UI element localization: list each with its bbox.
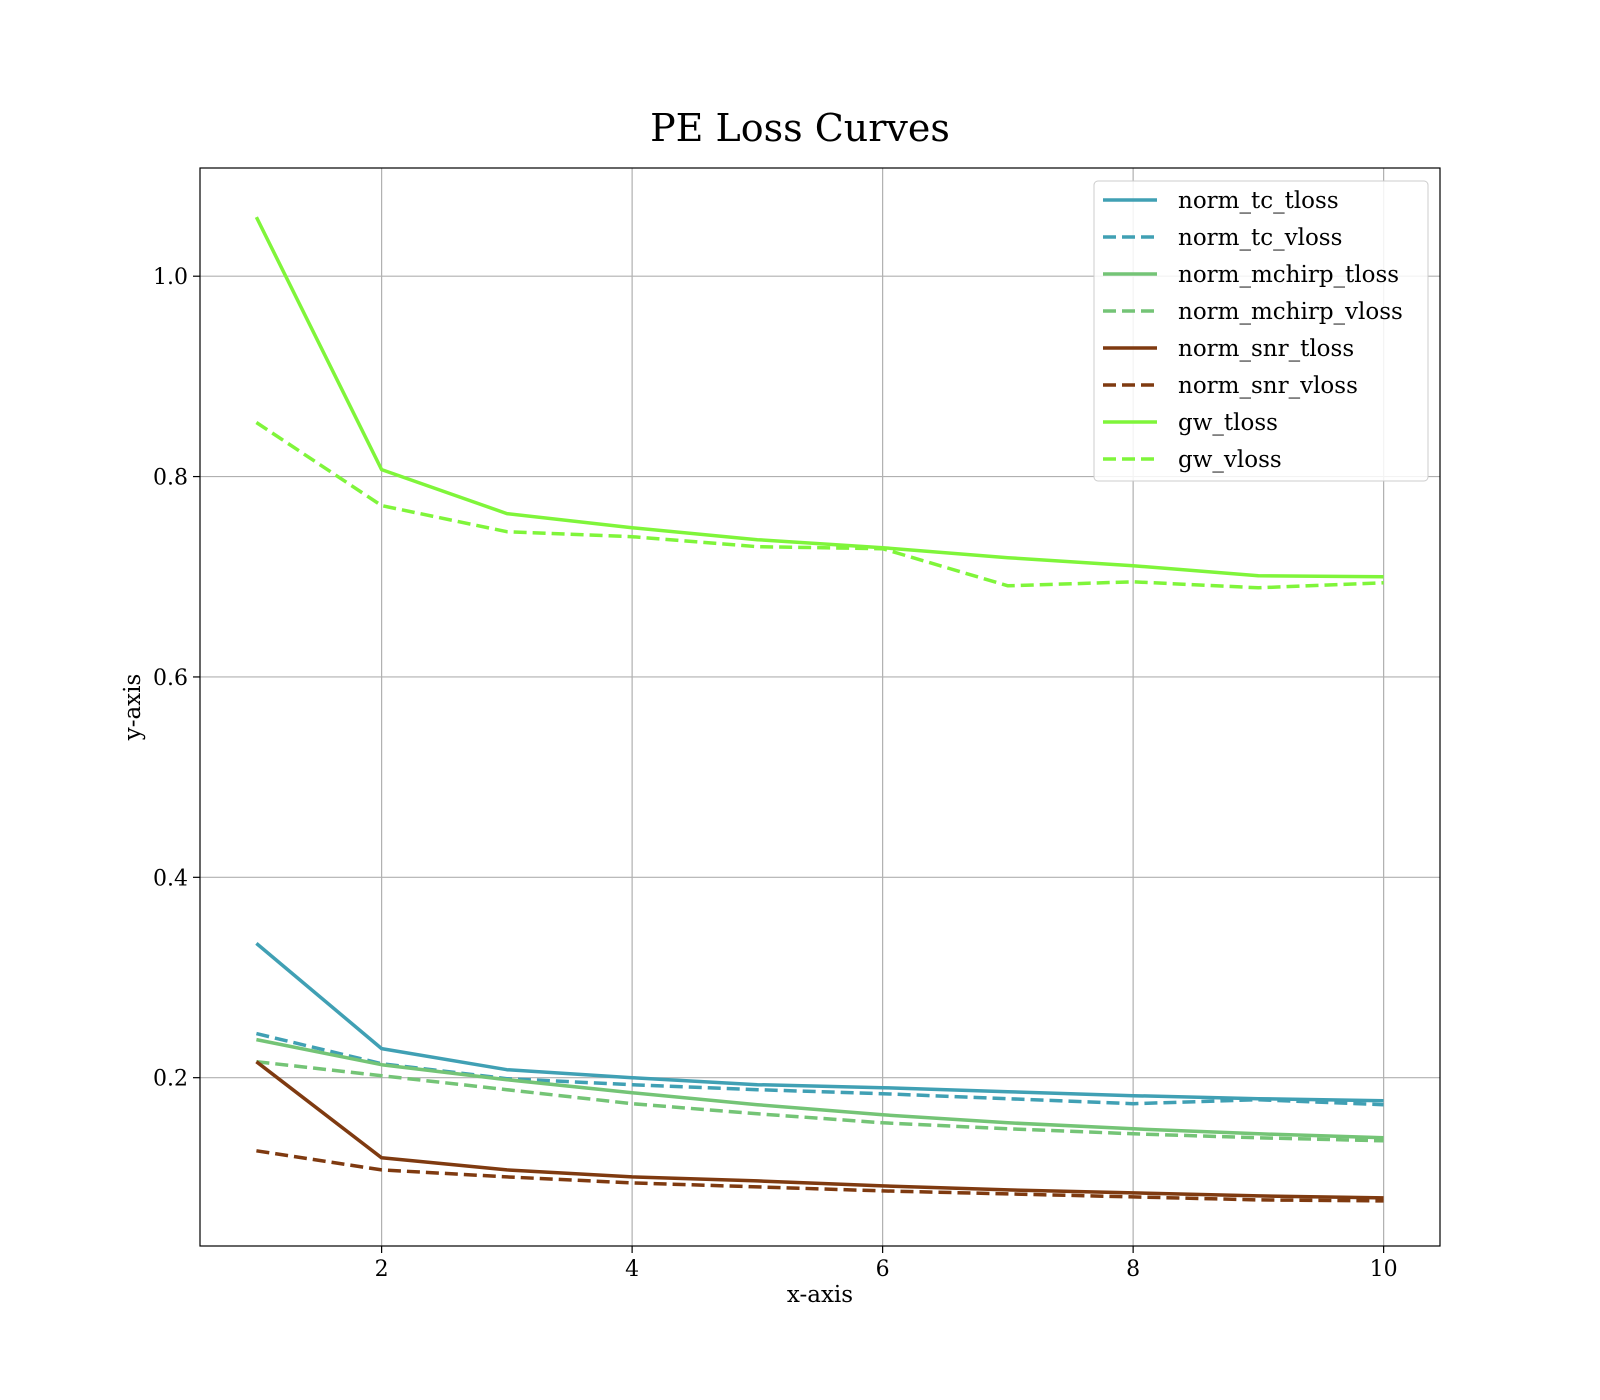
series-line-norm_snr_vloss <box>256 1149 1384 1203</box>
y-axis-label: y-axis <box>120 674 146 742</box>
legend-label: norm_snr_tloss <box>1178 336 1354 362</box>
legend-label: norm_tc_tloss <box>1178 188 1339 214</box>
y-tick-label: 1.0 <box>153 265 188 290</box>
x-tick-label: 6 <box>876 1257 890 1282</box>
chart-title: PE Loss Curves <box>650 106 950 150</box>
x-axis-label: x-axis <box>787 1282 853 1308</box>
series-line-norm_mchirp_tloss <box>256 1037 1384 1140</box>
legend-label: norm_mchirp_tloss <box>1178 262 1399 288</box>
legend-label: norm_snr_vloss <box>1178 373 1358 399</box>
series-line-gw_vloss <box>255 421 1384 590</box>
legend-label: norm_mchirp_vloss <box>1178 299 1403 325</box>
axis-ticks: 2 4 6 8 10 0.2 0.4 0.6 0.8 1.0 <box>153 265 1398 1282</box>
y-tick-label: 0.4 <box>153 866 188 891</box>
legend-box <box>1093 180 1429 482</box>
plot-area-frame <box>199 167 1441 1247</box>
x-tick-label: 10 <box>1370 1257 1398 1282</box>
y-tick-label: 0.6 <box>153 666 188 691</box>
legend-label: gw_vloss <box>1178 447 1282 473</box>
legend: norm_tc_tloss norm_tc_vloss norm_mchirp_tl… <box>1093 180 1429 482</box>
series-line-gw_tloss <box>254 216 1384 579</box>
x-tick-label: 4 <box>625 1257 639 1282</box>
series-lines <box>254 216 1384 1203</box>
y-tick-label: 0.2 <box>153 1067 188 1092</box>
legend-label: gw_tloss <box>1178 410 1278 436</box>
y-tick-label: 0.8 <box>153 466 188 491</box>
series-line-norm_mchirp_vloss <box>256 1059 1384 1143</box>
series-line-norm_snr_tloss <box>255 1060 1384 1200</box>
legend-label: norm_tc_vloss <box>1178 225 1342 251</box>
x-tick-label: 8 <box>1126 1257 1140 1282</box>
series-line-norm_tc_tloss <box>255 942 1384 1103</box>
legend-entries: norm_tc_tloss norm_tc_vloss norm_mchirp_tl… <box>1103 188 1403 473</box>
x-tick-label: 2 <box>375 1257 389 1282</box>
